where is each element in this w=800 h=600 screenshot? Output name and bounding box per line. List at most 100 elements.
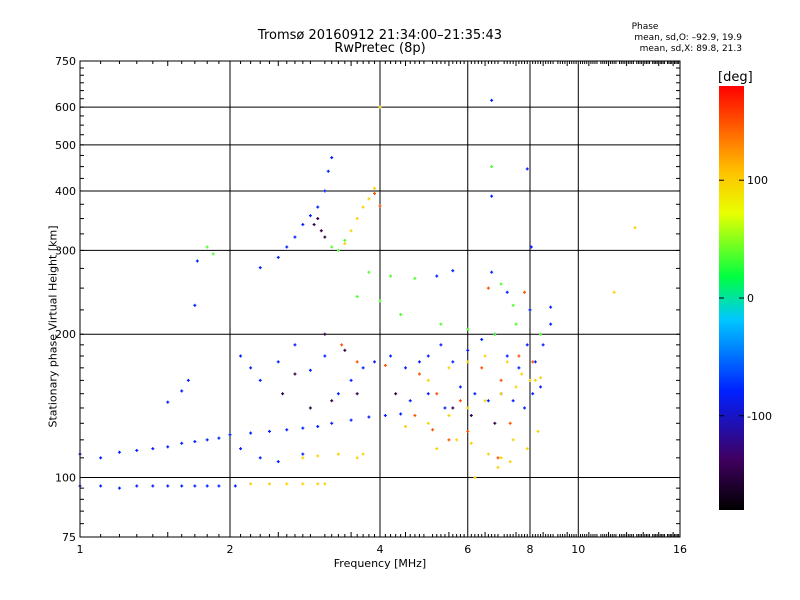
stats-o-line: mean, sd,O: –92.9, 19.9: [634, 33, 742, 43]
data-point: [499, 392, 503, 396]
data-point: [531, 392, 535, 396]
colorbar-tick-label: 100: [747, 174, 768, 187]
data-point: [511, 399, 515, 403]
data-point: [541, 343, 545, 347]
data-point: [316, 482, 320, 486]
data-point: [301, 223, 305, 227]
data-point: [399, 313, 403, 317]
data-point: [367, 415, 371, 419]
y-tick-label: 600: [55, 101, 76, 114]
data-point: [316, 424, 320, 428]
data-point: [493, 421, 497, 425]
data-point: [135, 448, 139, 452]
data-point: [378, 299, 382, 303]
data-point: [523, 406, 527, 410]
data-point: [383, 413, 387, 417]
data-point: [373, 360, 377, 364]
data-point: [293, 372, 297, 376]
data-point: [193, 484, 197, 488]
data-point: [490, 98, 494, 102]
data-point: [531, 360, 535, 364]
data-point: [373, 192, 377, 196]
data-point: [349, 229, 353, 233]
data-point: [505, 290, 509, 294]
data-point: [151, 484, 155, 488]
chart-title: Tromsø 20160912 21:34:00–21:35:43: [257, 28, 503, 43]
data-point: [389, 354, 393, 358]
x-tick-label: 2: [227, 543, 234, 556]
data-point: [293, 343, 297, 347]
data-point: [511, 303, 515, 307]
x-tick-label: 8: [527, 543, 534, 556]
data-point: [336, 248, 340, 252]
x-tick-label: 10: [571, 543, 585, 556]
data-point: [466, 429, 470, 433]
data-point: [151, 447, 155, 451]
data-point: [426, 392, 430, 396]
colorbar-tick-label: 0: [747, 292, 754, 305]
data-point: [490, 270, 494, 274]
data-point: [525, 447, 529, 451]
data-point: [336, 452, 340, 456]
data-point: [514, 322, 518, 326]
data-point: [517, 354, 521, 358]
data-point: [166, 400, 170, 404]
data-point: [480, 337, 484, 341]
stats-block: mean, sd,O: –92.9, 19.9 mean, sd,X: 89.8…: [634, 33, 742, 55]
data-point: [408, 399, 412, 403]
data-point: [426, 354, 430, 358]
data-point: [312, 223, 316, 227]
data-point: [483, 399, 487, 403]
data-point: [499, 378, 503, 382]
data-point: [193, 303, 197, 307]
data-point: [323, 482, 327, 486]
data-point: [539, 385, 543, 389]
data-point: [443, 406, 447, 410]
data-point: [267, 429, 271, 433]
data-point: [451, 360, 455, 364]
data-point: [276, 360, 280, 364]
y-tick-label: 300: [55, 244, 76, 257]
data-point: [499, 456, 503, 460]
data-point: [496, 456, 500, 460]
data-point: [439, 322, 443, 326]
data-point: [447, 413, 451, 417]
data-point: [301, 456, 305, 460]
data-point: [466, 406, 470, 410]
data-point: [373, 186, 377, 190]
data-point: [486, 399, 490, 403]
data-point: [480, 366, 484, 370]
data-point: [483, 354, 487, 358]
data-point: [285, 428, 289, 432]
data-point: [469, 413, 473, 417]
data-point: [308, 368, 312, 372]
data-point: [99, 456, 103, 460]
data-point: [508, 460, 512, 464]
data-point: [389, 274, 393, 278]
x-tick-label: 4: [377, 543, 384, 556]
data-point: [293, 235, 297, 239]
data-point: [276, 460, 280, 464]
data-point: [511, 438, 515, 442]
data-point: [455, 438, 459, 442]
data-point: [281, 392, 285, 396]
data-point: [186, 378, 190, 382]
data-point: [249, 482, 253, 486]
data-point: [520, 372, 524, 376]
data-point: [466, 348, 470, 352]
data-point: [533, 360, 537, 364]
data-point: [258, 266, 262, 270]
y-axis-label: Stationary phase Virtual Height [km]: [46, 225, 60, 428]
data-point: [417, 360, 421, 364]
data-point: [276, 255, 280, 259]
stats-x-line: mean, sd,X: 89.8, 21.3: [639, 44, 742, 54]
data-point: [323, 235, 327, 239]
data-point: [330, 156, 334, 160]
colorbar-label: [deg]: [718, 70, 753, 85]
data-point: [323, 189, 327, 193]
chart-subtitle: RwPretec (8p): [334, 41, 426, 56]
data-point: [403, 424, 407, 428]
data-point: [417, 372, 421, 376]
data-point: [330, 421, 334, 425]
